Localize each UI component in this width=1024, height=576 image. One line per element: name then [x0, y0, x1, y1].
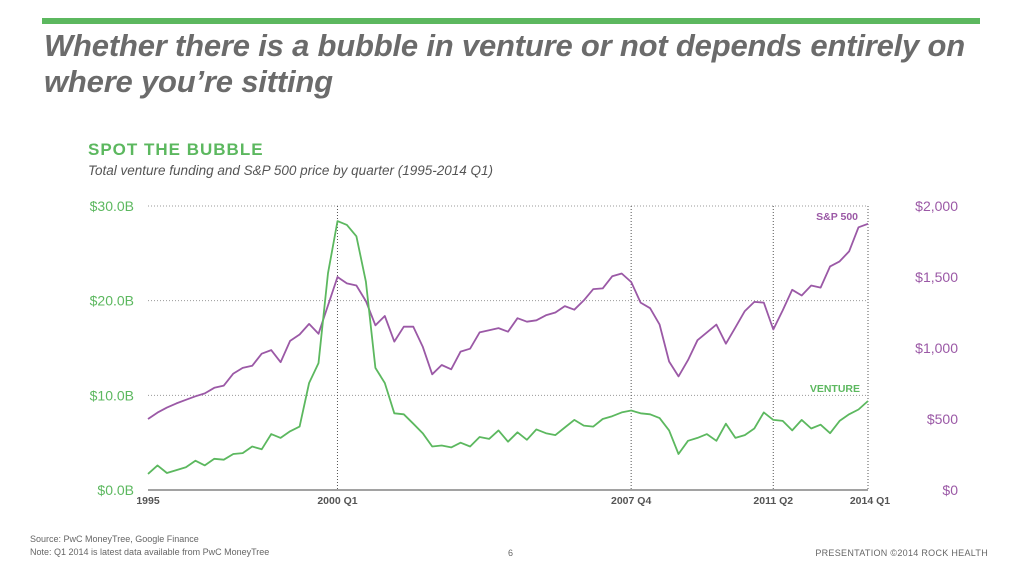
y-left-tick-label: $20.0B [90, 293, 134, 309]
x-tick-label: 2007 Q4 [611, 495, 651, 507]
y-right-tick-label: $500 [927, 411, 958, 427]
chart-subtitle: Total venture funding and S&P 500 price … [88, 163, 494, 178]
series-line-venture [147, 220, 869, 475]
footer-notes: Source: PwC MoneyTree, Google Finance No… [30, 533, 269, 559]
y-right-tick-label: $1,500 [915, 269, 958, 285]
y-left-tick-label: $30.0B [90, 198, 134, 214]
slide-title: Whether there is a bubble in venture or … [44, 28, 965, 99]
y-right-tick-label: $2,000 [915, 198, 958, 214]
x-tick-label: 1995 [136, 495, 160, 507]
y-left-tick-label: $10.0B [90, 387, 134, 403]
chart-title: SPOT THE BUBBLE [88, 140, 264, 159]
y-right-tick-label: $1,000 [915, 340, 958, 356]
footer-branding: PRESENTATION ©2014 ROCK HEALTH [815, 548, 988, 558]
x-tick-label: 2014 Q1 [850, 495, 890, 507]
series-line-sp500 [147, 222, 869, 420]
x-tick-label: 2011 Q2 [753, 495, 793, 507]
y-right-tick-label: $0 [942, 482, 958, 498]
data-note: Note: Q1 2014 is latest data available f… [30, 547, 270, 557]
series-label-venture: VENTURE [810, 383, 860, 395]
series-label-sp500: S&P 500 [816, 211, 858, 223]
page-number: 6 [508, 548, 514, 558]
y-left-tick-label: $0.0B [97, 482, 134, 498]
top-accent-bar [42, 18, 980, 24]
source-note: Source: PwC MoneyTree, Google Finance [30, 534, 199, 544]
x-tick-label: 2000 Q1 [317, 495, 357, 507]
